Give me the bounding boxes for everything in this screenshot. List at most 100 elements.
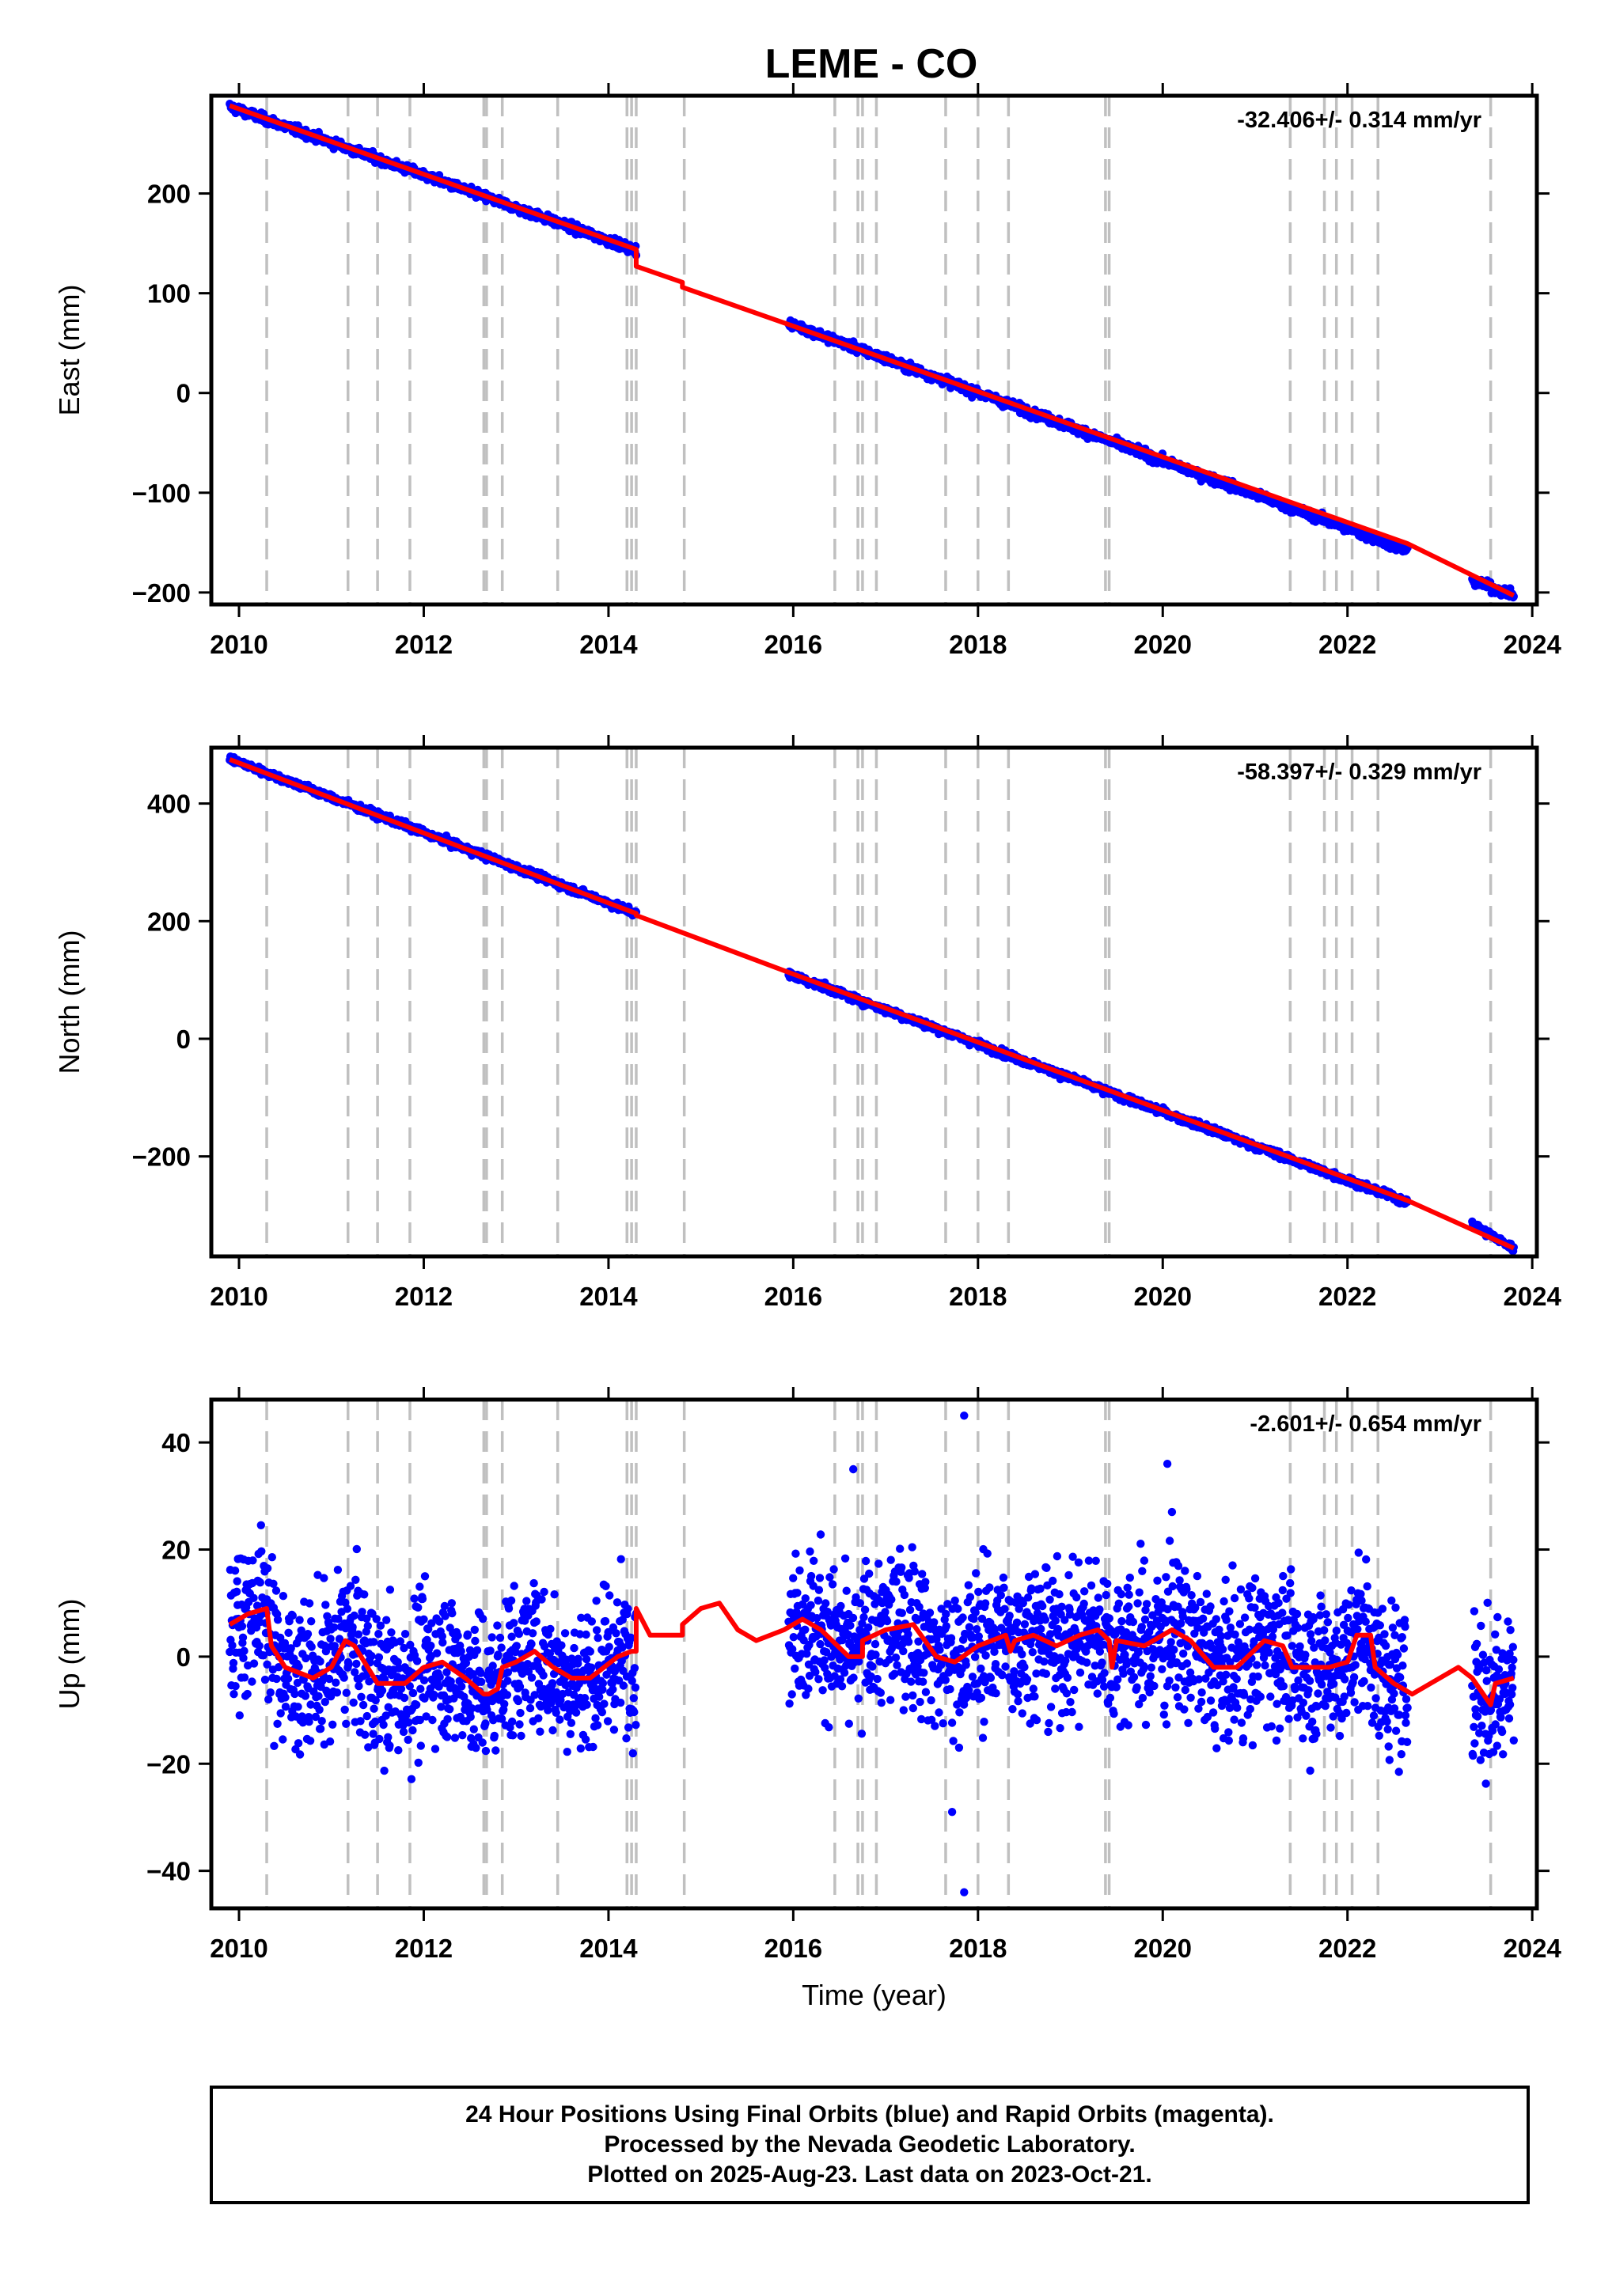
data-point xyxy=(601,1582,610,1591)
data-point xyxy=(481,1746,491,1756)
data-point xyxy=(350,1611,358,1620)
data-point xyxy=(844,1630,853,1639)
data-point xyxy=(525,1703,535,1713)
data-point xyxy=(840,1669,849,1677)
data-point xyxy=(545,1649,555,1658)
x-tick-label: 2018 xyxy=(949,1282,1007,1311)
data-point xyxy=(876,1688,886,1697)
data-point xyxy=(495,1633,505,1642)
data-point xyxy=(592,1626,601,1635)
data-point xyxy=(618,1616,627,1624)
data-point xyxy=(305,1599,314,1608)
data-point xyxy=(587,1663,596,1672)
data-point xyxy=(631,1683,640,1692)
data-point xyxy=(472,1646,482,1654)
data-point xyxy=(540,1587,548,1597)
data-point xyxy=(825,1573,834,1582)
data-point xyxy=(441,1612,450,1620)
data-point xyxy=(811,1668,820,1677)
data-point xyxy=(381,1711,390,1720)
data-point xyxy=(601,1616,610,1626)
data-point xyxy=(447,1599,456,1608)
data-point xyxy=(478,1738,487,1747)
data-point xyxy=(802,1691,810,1699)
data-point xyxy=(528,1629,537,1638)
data-point xyxy=(582,1700,591,1709)
x-tick-label: 2022 xyxy=(1318,1282,1376,1311)
data-point xyxy=(836,1675,845,1684)
data-point xyxy=(325,1737,335,1746)
data-point xyxy=(871,1639,880,1649)
data-point xyxy=(307,1617,316,1626)
data-point xyxy=(804,1660,814,1669)
data-point xyxy=(332,1688,342,1697)
y-axis-title: North (mm) xyxy=(53,930,85,1074)
data-point xyxy=(630,1707,639,1717)
data-point xyxy=(259,1651,268,1660)
plot-frame xyxy=(209,745,1539,1259)
data-point xyxy=(849,1673,858,1682)
data-point xyxy=(320,1574,328,1582)
data-point xyxy=(574,1654,582,1663)
data-point xyxy=(859,1612,868,1622)
data-point xyxy=(370,1704,378,1713)
data-point xyxy=(294,1662,303,1671)
data-point xyxy=(873,1674,882,1684)
x-tick-label: 2016 xyxy=(764,1282,822,1311)
data-point xyxy=(491,1746,500,1755)
data-point xyxy=(420,1572,430,1581)
data-point xyxy=(613,1598,622,1607)
data-point xyxy=(240,1673,249,1682)
data-point xyxy=(593,1721,602,1730)
panel-up: 2010 2012 2014 2016 2018 2020 2022 202440200−20… xyxy=(53,1387,1562,2011)
data-point xyxy=(369,1638,378,1646)
data-point xyxy=(557,1641,566,1650)
data-point xyxy=(302,1654,310,1663)
data-point xyxy=(371,1695,380,1705)
data-point xyxy=(400,1630,410,1639)
data-point xyxy=(854,1694,863,1703)
data-point xyxy=(290,1689,299,1699)
panel-north: 2010 2012 2014 2016 2018 2020 2022 20244002000−… xyxy=(53,735,1562,1311)
data-point xyxy=(384,1733,393,1741)
data-point xyxy=(534,1714,543,1722)
data-point xyxy=(357,1692,366,1701)
y-tick-label: −200 xyxy=(132,1142,191,1172)
data-point xyxy=(598,1685,607,1694)
data-point xyxy=(435,1673,444,1681)
data-point xyxy=(394,1746,403,1755)
data-point xyxy=(804,1684,813,1693)
data-point xyxy=(840,1554,850,1563)
data-point xyxy=(497,1714,506,1723)
data-point xyxy=(442,1733,452,1741)
data-point xyxy=(868,1662,877,1671)
x-tick-label: 2014 xyxy=(579,630,638,659)
data-point xyxy=(266,1688,275,1697)
data-point xyxy=(500,1699,509,1708)
data-point xyxy=(344,1660,353,1669)
data-point xyxy=(361,1730,370,1739)
data-point xyxy=(414,1758,423,1767)
data-point xyxy=(363,1621,372,1631)
data-point xyxy=(293,1678,302,1688)
data-point xyxy=(814,1675,823,1684)
data-point xyxy=(809,1556,818,1566)
data-point xyxy=(799,1636,808,1645)
data-point xyxy=(627,1634,635,1642)
data-point xyxy=(837,1682,847,1691)
data-point xyxy=(458,1731,467,1740)
data-point xyxy=(457,1682,466,1691)
y-tick-label: 400 xyxy=(147,790,191,819)
data-point xyxy=(560,1629,570,1638)
data-point xyxy=(263,1660,271,1669)
data-point xyxy=(315,1705,324,1714)
data-point xyxy=(497,1643,506,1652)
data-point xyxy=(400,1693,409,1703)
data-point xyxy=(229,1658,238,1668)
data-point xyxy=(240,1646,248,1655)
data-point xyxy=(821,1599,830,1608)
data-point xyxy=(510,1619,518,1627)
data-point xyxy=(586,1647,594,1656)
data-point xyxy=(348,1623,357,1631)
data-point xyxy=(785,1699,794,1708)
